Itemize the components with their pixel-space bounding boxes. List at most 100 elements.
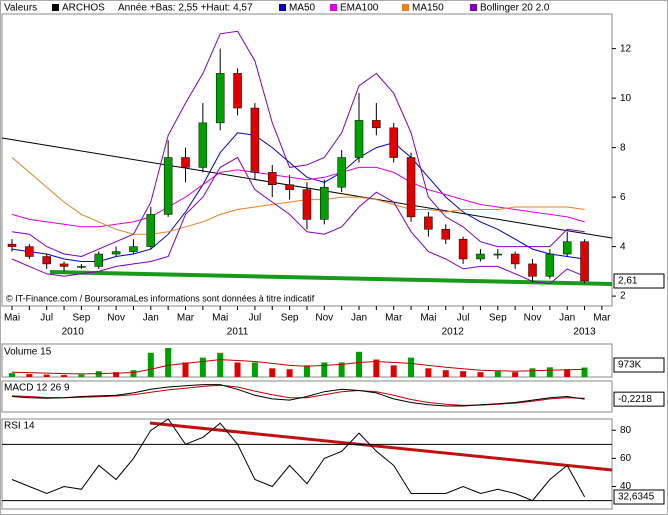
last-value: 32,6345 [618,492,655,503]
volume-bar [251,362,258,377]
legend-swatch [402,4,409,11]
x-tick-label: Nov [315,313,333,324]
last-value-box [613,273,665,289]
candle-body [389,127,398,158]
candle-body [528,263,537,277]
panel-title: MACD 12 26 9 [4,383,70,394]
panel-title: Volume 15 [4,347,52,358]
volume-bar [26,374,33,377]
volume-bar [130,370,137,377]
legend-label: Bollinger 20 2.0 [480,3,550,14]
volume-bar [564,369,571,377]
support-line [49,270,613,286]
y-tick-label: 40 [620,481,632,492]
volume-bar [9,373,15,377]
volume-bar [217,352,224,377]
candle-body [25,246,34,257]
line [11,384,585,407]
line [11,418,586,502]
x-tick-label: Mai [420,313,436,324]
volume-bar [182,362,189,377]
volume-bar [477,372,484,377]
candle-body [424,216,433,230]
y-tick-label: 80 [620,425,632,436]
volume-bar [546,367,553,377]
volume-bar [78,374,85,377]
candle-body [163,157,173,215]
volume-bar [338,362,345,377]
panel-title: RSI 14 [4,421,35,432]
candle-body [354,120,364,158]
volume-bar [269,368,276,377]
legend-swatch [470,4,477,11]
candle-body [42,256,51,265]
y-tick-label: 60 [620,453,632,464]
last-value-box [613,391,665,407]
last-value-box [613,357,665,373]
volume-bar [390,365,397,377]
year-label: 2010 [62,327,85,338]
legend-swatch [330,4,337,11]
line [11,156,585,285]
candle-body [337,157,346,188]
x-tick-label: Mar [177,313,195,324]
candle-body [77,266,86,268]
x-tick-label: Jan [559,313,575,324]
candle-body [406,157,416,218]
footer: © IT-Finance.com / BoursoramaLes informa… [6,293,315,303]
volume-bar [373,359,380,377]
candle-body [7,243,17,247]
legend-label: EMA100 [340,3,379,14]
legend-label: MA150 [412,3,444,14]
volume-bar [234,362,241,377]
volume-bar [199,357,206,377]
candle-body [580,241,589,282]
x-tick-label: Mai [4,313,20,324]
x-tick-label: Mar [593,313,611,324]
volume-bar [286,369,293,377]
x-tick-label: Nov [107,313,125,324]
volume-bar [165,347,172,377]
legend-swatch [279,4,286,11]
x-tick-label: Mar [385,313,403,324]
y-tick-label: 12 [620,43,632,54]
last-value: 2,61 [618,276,638,287]
line [11,132,585,262]
last-value: 973K [618,360,642,371]
line [11,359,585,375]
candle-body [372,120,381,129]
candle-body [198,122,208,168]
volume-bar [303,365,310,377]
candle-body [111,251,121,255]
volume-bar [113,372,120,377]
volume-bar [321,362,328,377]
year-label: 2011 [227,327,249,338]
candle-body [129,246,138,252]
candle-body [94,253,103,267]
candle-body [510,253,520,265]
candle-body [562,241,572,255]
year-label: 2013 [573,327,596,338]
x-tick-label: Mai [212,313,228,324]
candle-body [59,263,69,267]
last-value: -0,2218 [618,394,652,405]
year-label: 2012 [442,327,465,338]
x-tick-label: Jan [351,313,367,324]
header-symbol: ARCHOS [62,3,105,14]
rsi-frame [1,418,613,510]
line [11,30,585,258]
x-tick-label: Sep [489,313,507,324]
volume-bar [147,352,154,377]
volume-bar [61,375,68,377]
candle-body [181,157,190,168]
y-tick-label: 10 [620,93,632,104]
legend-label: MA50 [289,3,316,14]
volume-bar [529,368,536,377]
last-value-box [613,489,665,505]
candle-body [493,253,503,256]
volume-bar [494,371,501,377]
x-tick-label: Jul [40,313,53,324]
candle-body [146,214,156,247]
line [11,157,585,235]
y-tick-label: 6 [620,192,626,203]
